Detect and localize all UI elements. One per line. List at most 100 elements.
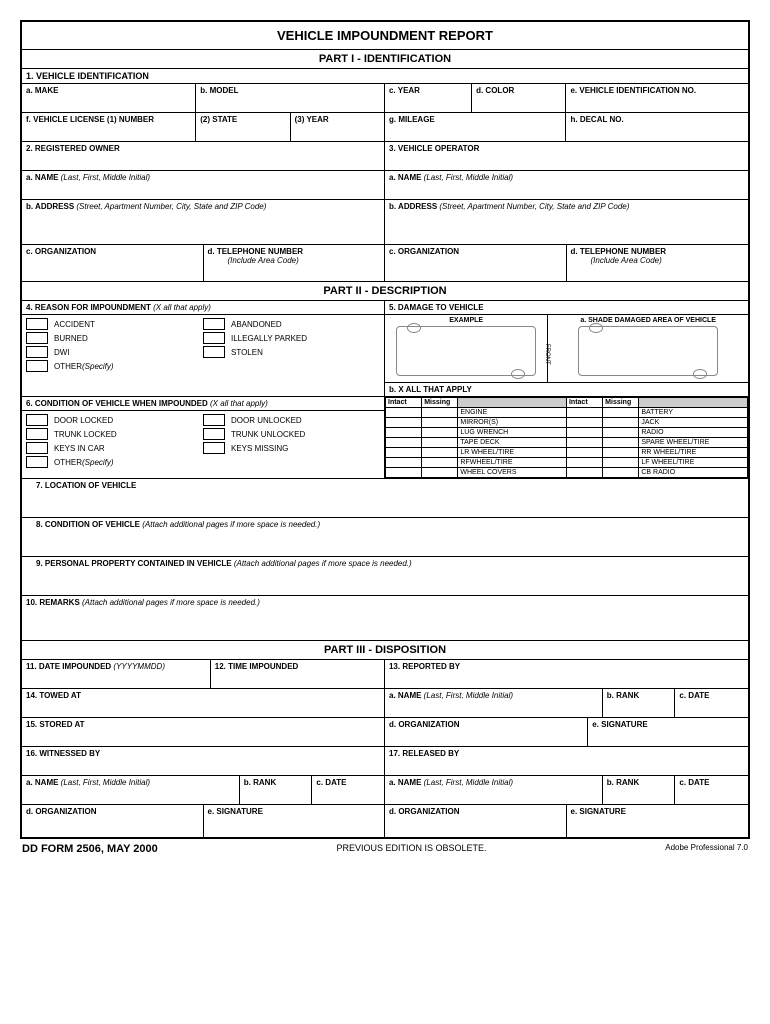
check-door-locked[interactable]: DOOR LOCKED (26, 413, 203, 427)
section-9[interactable]: 9. PERSONAL PROPERTY CONTAINED IN VEHICL… (22, 557, 748, 595)
check-dwi[interactable]: DWI (26, 345, 203, 359)
field-witness-sig[interactable]: e. SIGNATURE (204, 805, 386, 837)
form-container: VEHICLE IMPOUNDMENT REPORT PART I - IDEN… (20, 20, 750, 839)
section-10[interactable]: 10. REMARKS (Attach additional pages if … (22, 596, 748, 640)
footer-adobe: Adobe Professional 7.0 (665, 843, 748, 855)
row-4-5: 4. REASON FOR IMPOUNDMENT (X all that ap… (22, 300, 748, 396)
check-door-unlocked[interactable]: DOOR UNLOCKED (203, 413, 380, 427)
field-stored-at[interactable]: 15. STORED AT (22, 718, 385, 746)
check-keys-missing[interactable]: KEYS MISSING (203, 441, 380, 455)
footer: DD FORM 2506, MAY 2000 PREVIOUS EDITION … (20, 839, 750, 859)
footer-form-id: DD FORM 2506, MAY 2000 (22, 843, 158, 855)
example-diagram-area: EXAMPLE FRONT (385, 315, 548, 382)
section-6-header: 6. CONDITION OF VEHICLE WHEN IMPOUNDED (… (22, 397, 384, 411)
field-license-number[interactable]: f. VEHICLE LICENSE (1) NUMBER (22, 113, 196, 141)
row-16-17-headers: 16. WITNESSED BY 17. RELEASED BY (22, 746, 748, 775)
damage-table: IntactMissingIntactMissing ENGINEBATTERY… (385, 397, 748, 478)
field-date-impounded[interactable]: 11. DATE IMPOUNDED (YYYYMMDD) (22, 660, 211, 688)
damage-checklist: IntactMissingIntactMissing ENGINEBATTERY… (385, 397, 748, 478)
row-1b: f. VEHICLE LICENSE (1) NUMBER (2) STATE … (22, 112, 748, 141)
field-vin[interactable]: e. VEHICLE IDENTIFICATION NO. (566, 84, 748, 112)
row-16-17-d: d. ORGANIZATION e. SIGNATURE d. ORGANIZA… (22, 804, 748, 837)
condition-col-2: DOOR UNLOCKED TRUNK UNLOCKED KEYS MISSIN… (203, 413, 380, 469)
field-license-state[interactable]: (2) STATE (196, 113, 290, 141)
field-owner-address[interactable]: b. ADDRESS (Street, Apartment Number, Ci… (22, 200, 385, 244)
part-3-title: PART III - DISPOSITION (22, 640, 748, 659)
field-license-year[interactable]: (3) YEAR (291, 113, 385, 141)
section-4: 4. REASON FOR IMPOUNDMENT (X all that ap… (22, 301, 385, 396)
check-other-condition[interactable]: OTHER (Specify) (26, 455, 203, 469)
field-make[interactable]: a. MAKE (22, 84, 196, 112)
section-16-header: 16. WITNESSED BY (22, 747, 385, 775)
field-mileage[interactable]: g. MILEAGE (385, 113, 567, 141)
section-7[interactable]: 7. LOCATION OF VEHICLE (22, 479, 748, 517)
field-witness-date[interactable]: c. DATE (312, 776, 385, 804)
row-14-13a: 14. TOWED AT a. NAME (Last, First, Middl… (22, 688, 748, 717)
field-operator-address[interactable]: b. ADDRESS (Street, Apartment Number, Ci… (385, 200, 748, 244)
field-witness-name[interactable]: a. NAME (Last, First, Middle Initial) (22, 776, 240, 804)
field-decal[interactable]: h. DECAL NO. (566, 113, 748, 141)
section-13: 13. REPORTED BY (385, 660, 748, 688)
field-operator-name[interactable]: a. NAME (Last, First, Middle Initial) (385, 171, 748, 199)
field-time-impounded[interactable]: 12. TIME IMPOUNDED (211, 660, 385, 688)
field-year[interactable]: c. YEAR (385, 84, 472, 112)
section-3-header: 3. VEHICLE OPERATOR (385, 142, 748, 170)
section-6: 6. CONDITION OF VEHICLE WHEN IMPOUNDED (… (22, 397, 385, 478)
field-reported-rank[interactable]: b. RANK (603, 689, 676, 717)
field-towed-at[interactable]: 14. TOWED AT (22, 689, 385, 717)
row-1a: a. MAKE b. MODEL c. YEAR d. COLOR e. VEH… (22, 83, 748, 112)
check-stolen[interactable]: STOLEN (203, 345, 380, 359)
check-abandoned[interactable]: ABANDONED (203, 317, 380, 331)
section-4-header: 4. REASON FOR IMPOUNDMENT (X all that ap… (22, 301, 384, 315)
field-owner-tel[interactable]: d. TELEPHONE NUMBER(Include Area Code) (204, 245, 386, 281)
field-color[interactable]: d. COLOR (472, 84, 566, 112)
section-17-header: 17. RELEASED BY (385, 747, 748, 775)
check-accident[interactable]: ACCIDENT (26, 317, 203, 331)
field-witness-org[interactable]: d. ORGANIZATION (22, 805, 204, 837)
vehicle-diagram-shade[interactable] (578, 326, 718, 376)
field-released-org[interactable]: d. ORGANIZATION (385, 805, 567, 837)
field-released-sig[interactable]: e. SIGNATURE (567, 805, 749, 837)
row-6-damage: 6. CONDITION OF VEHICLE WHEN IMPOUNDED (… (22, 396, 748, 478)
section-1-header: 1. VEHICLE IDENTIFICATION (22, 68, 748, 83)
check-trunk-unlocked[interactable]: TRUNK UNLOCKED (203, 427, 380, 441)
check-keys-in-car[interactable]: KEYS IN CAR (26, 441, 203, 455)
field-operator-tel[interactable]: d. TELEPHONE NUMBER(Include Area Code) (567, 245, 749, 281)
field-reported-date[interactable]: c. DATE (675, 689, 748, 717)
field-released-date[interactable]: c. DATE (675, 776, 748, 804)
check-other-reason[interactable]: OTHER (Specify) (26, 359, 203, 373)
footer-obsolete: PREVIOUS EDITION IS OBSOLETE. (336, 843, 486, 855)
field-operator-org[interactable]: c. ORGANIZATION (385, 245, 567, 281)
section-5: 5. DAMAGE TO VEHICLE EXAMPLE FRONT a. SH… (385, 301, 748, 396)
reason-col-1: ACCIDENT BURNED DWI OTHER (Specify) (26, 317, 203, 373)
check-illegally-parked[interactable]: ILLEGALLY PARKED (203, 331, 380, 345)
field-released-rank[interactable]: b. RANK (603, 776, 676, 804)
field-model[interactable]: b. MODEL (196, 84, 385, 112)
vehicle-diagram-example (396, 326, 536, 376)
part-2-title: PART II - DESCRIPTION (22, 281, 748, 300)
check-burned[interactable]: BURNED (26, 331, 203, 345)
row-11-13: 11. DATE IMPOUNDED (YYYYMMDD) 12. TIME I… (22, 659, 748, 688)
row-owner-operator-headers: 2. REGISTERED OWNER 3. VEHICLE OPERATOR (22, 141, 748, 170)
row-names: a. NAME (Last, First, Middle Initial) a.… (22, 170, 748, 199)
part-1-title: PART I - IDENTIFICATION (22, 49, 748, 68)
field-owner-name[interactable]: a. NAME (Last, First, Middle Initial) (22, 171, 385, 199)
check-trunk-locked[interactable]: TRUNK LOCKED (26, 427, 203, 441)
field-owner-org[interactable]: c. ORGANIZATION (22, 245, 204, 281)
reason-col-2: ABANDONED ILLEGALLY PARKED STOLEN (203, 317, 380, 373)
x-all-apply-label: b. X ALL THAT APPLY (385, 382, 748, 396)
section-5-header: 5. DAMAGE TO VEHICLE (385, 301, 748, 315)
row-15-13d: 15. STORED AT d. ORGANIZATION e. SIGNATU… (22, 717, 748, 746)
row-16-17-a: a. NAME (Last, First, Middle Initial) b.… (22, 775, 748, 804)
field-reported-org[interactable]: d. ORGANIZATION (385, 718, 588, 746)
form-title: VEHICLE IMPOUNDMENT REPORT (22, 22, 748, 49)
field-reported-name[interactable]: a. NAME (Last, First, Middle Initial) (385, 689, 603, 717)
field-released-name[interactable]: a. NAME (Last, First, Middle Initial) (385, 776, 603, 804)
field-reported-sig[interactable]: e. SIGNATURE (588, 718, 748, 746)
row-org-tel: c. ORGANIZATION d. TELEPHONE NUMBER(Incl… (22, 244, 748, 281)
row-addresses: b. ADDRESS (Street, Apartment Number, Ci… (22, 199, 748, 244)
section-8[interactable]: 8. CONDITION OF VEHICLE (Attach addition… (22, 518, 748, 556)
condition-col-1: DOOR LOCKED TRUNK LOCKED KEYS IN CAR OTH… (26, 413, 203, 469)
field-witness-rank[interactable]: b. RANK (240, 776, 313, 804)
shade-diagram-area[interactable]: a. SHADE DAMAGED AREA OF VEHICLE (548, 315, 748, 382)
